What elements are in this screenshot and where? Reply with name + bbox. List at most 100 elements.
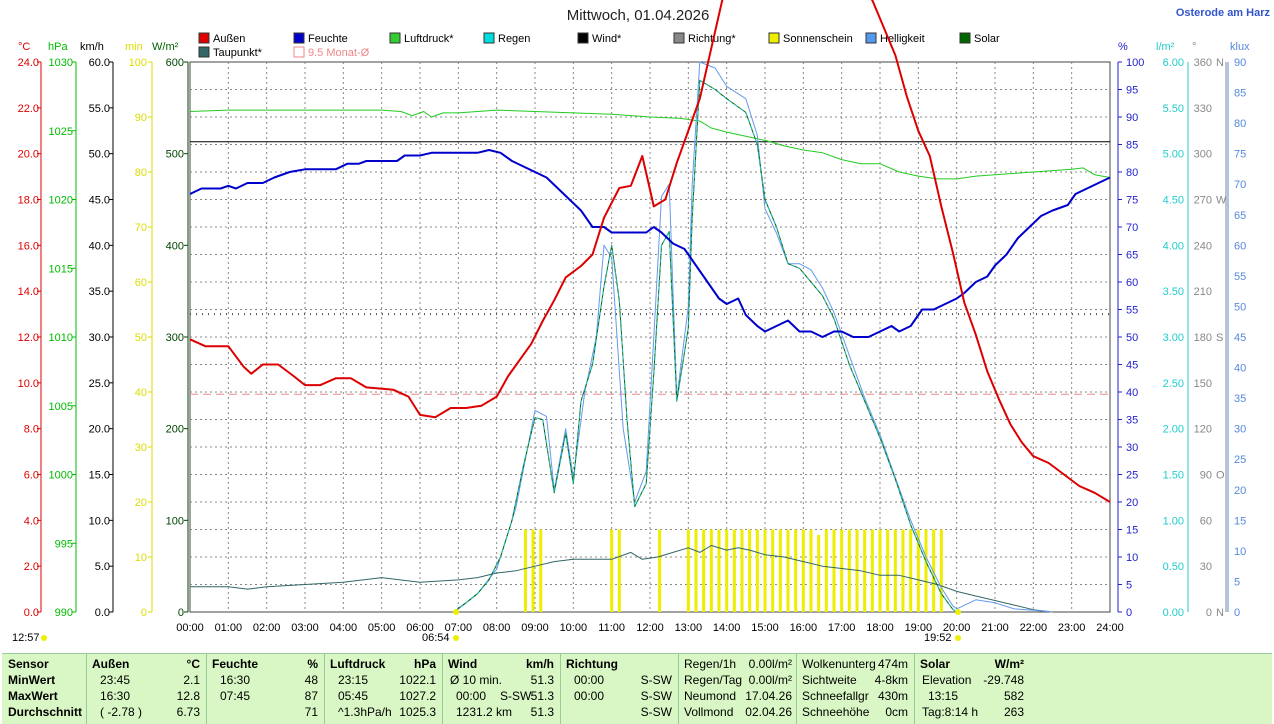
wind-max-value: 51.3 [530,689,554,703]
humidity-axis-tick-label: 70 [1126,222,1138,234]
sunshine-bar [686,529,690,612]
dir-axis-tick-label: 330 [1194,103,1212,115]
axis-unit-label: W/m² [152,41,179,53]
legend-item-label: Taupunkt* [213,47,263,59]
humidity-axis-tick-label: 85 [1126,140,1138,152]
x-tick-label: 11:00 [598,622,625,634]
wind-max-time: 00:00 [456,689,487,703]
luftdruck-min-time: 23:15 [338,673,369,687]
sunshine-bar [725,529,729,612]
humidity-axis-tick-label: 90 [1126,112,1138,124]
dir-axis-tick-label: 60 [1200,515,1212,527]
chart-legend: Außen Feuchte Luftdruck* Regen Wind* Richtung… [198,32,1000,59]
solar-axis-tick-label: 0 [178,607,184,619]
feuchte-title: Feuchte [212,657,259,671]
label-max: MaxWert [8,689,58,703]
klux-axis-tick-label: 30 [1234,424,1246,436]
sunmin-axis-tick-label: 40 [135,387,147,399]
feuchte-min-value: 48 [304,673,318,687]
temp-axis-tick-label: 2.0 [24,561,39,573]
label-min: MinWert [8,673,56,687]
legend-swatch [673,32,685,44]
aussen-avg-value: 6.73 [176,705,200,719]
klux-axis-tick-label: 80 [1234,118,1246,130]
dewpoint-line [190,545,1053,613]
rain-axis-tick-label: 2.50 [1163,378,1184,390]
sunshine-bar [539,529,543,612]
sichtweite-label: Sichtweite [802,673,857,687]
klux-axis-tick-label: 10 [1234,546,1246,558]
axis-unit-label: km/h [80,41,104,53]
sunmin-axis-tick-label: 0 [141,607,147,619]
luftdruck-max-value: 1027.2 [399,689,436,703]
x-tick-label: 24:00 [1096,622,1124,634]
solar-elevation-label: Elevation [922,673,972,687]
rain-axis-tick-label: 3.00 [1163,332,1184,344]
temp-axis-tick-label: 8.0 [24,424,39,436]
x-tick-label: 09:00 [521,622,549,634]
schneefallgr-label: Schneefallgr [802,689,869,703]
temp-axis-tick-label: 20.0 [18,149,39,161]
sunshine-bar [824,529,828,612]
legend-swatch [483,32,495,44]
richtung-title: Richtung [566,657,618,671]
dir-axis-tick-label: 180 [1194,332,1212,344]
wind-title: Wind [448,657,478,671]
solar-axis-tick-label: 600 [166,57,184,69]
stats-luftdruck: Luftdruck hPa 23:15 1022.1 05:45 1027.2 ^1.… [330,656,440,720]
solar-elevation-value: -29.748 [983,673,1024,687]
wind-min-time: Ø 10 min. [450,673,503,687]
klux-axis-tick-label: 75 [1234,149,1246,161]
sunmin-axis-tick-label: 80 [135,167,147,179]
axis-unit-label: °C [18,41,30,53]
x-tick-label: 07:00 [445,622,473,634]
sunshine-bar [610,529,614,612]
axis-unit-label: ° [1192,41,1196,53]
axis-unit-label: klux [1230,41,1250,53]
wind-axis-tick-label: 20.0 [89,424,110,436]
sunshine-bar [878,529,882,612]
sunshine-bar [778,529,782,612]
dir-axis-tick-label: N [1216,607,1224,619]
schneefallgr-value: 430m [877,689,908,703]
wind-axis-tick-label: 0.0 [95,607,110,619]
sunset-axis-marker [955,609,961,615]
sunshine-bar [717,529,721,612]
sunshine-bar [840,529,844,612]
luftdruck-title: Luftdruck [330,657,386,671]
humidity-axis-tick-label: 95 [1126,85,1138,97]
feuchte-unit: % [307,657,318,671]
sunshine-bar [658,529,662,612]
pressure-axis-tick-label: 1010 [49,332,73,344]
sunshine-bar [763,529,767,612]
pressure-axis-tick-label: 1020 [49,195,73,207]
x-tick-label: 21:00 [981,622,1009,634]
x-tick-label: 00:00 [176,622,204,634]
axes: 00:00 01:00 02:00 03:00 04:00 05:00 06:00 07:00… [18,41,1250,634]
sunshine-bar [702,529,706,612]
vollmond-value: 02.04.26 [745,705,792,719]
humidity-axis-tick-label: 5 [1126,580,1132,592]
series-layer [189,0,1111,613]
pressure-axis-tick-label: 1015 [49,263,73,275]
legend-item-label: Solar [974,33,1000,45]
regen-tag-value: 0.00l/m² [748,673,792,687]
dir-axis-tick-label: 120 [1194,424,1212,436]
sichtweite-value: 4-8km [874,673,908,687]
rain-axis-tick-label: 4.00 [1163,240,1184,252]
wind-axis-tick-label: 5.0 [95,561,110,573]
temp-axis-tick-label: 24.0 [18,57,39,69]
axis-unit-label: l/m² [1156,41,1175,53]
legend-item-label: Wind* [592,33,622,45]
solar-axis-tick-label: 500 [166,149,184,161]
sunrise-icon [453,635,459,641]
x-tick-label: 23:00 [1058,622,1086,634]
sunshine-bar [786,529,790,612]
solar-max-value: 582 [1003,689,1024,703]
legend-item-label: Luftdruck* [404,33,454,45]
temperature-line [189,0,1111,503]
solar-axis-tick-label: 200 [166,424,184,436]
wind-axis-tick-label: 50.0 [89,149,110,161]
neumond-label: Neumond [684,689,737,703]
pressure-axis-tick-label: 995 [55,538,73,550]
